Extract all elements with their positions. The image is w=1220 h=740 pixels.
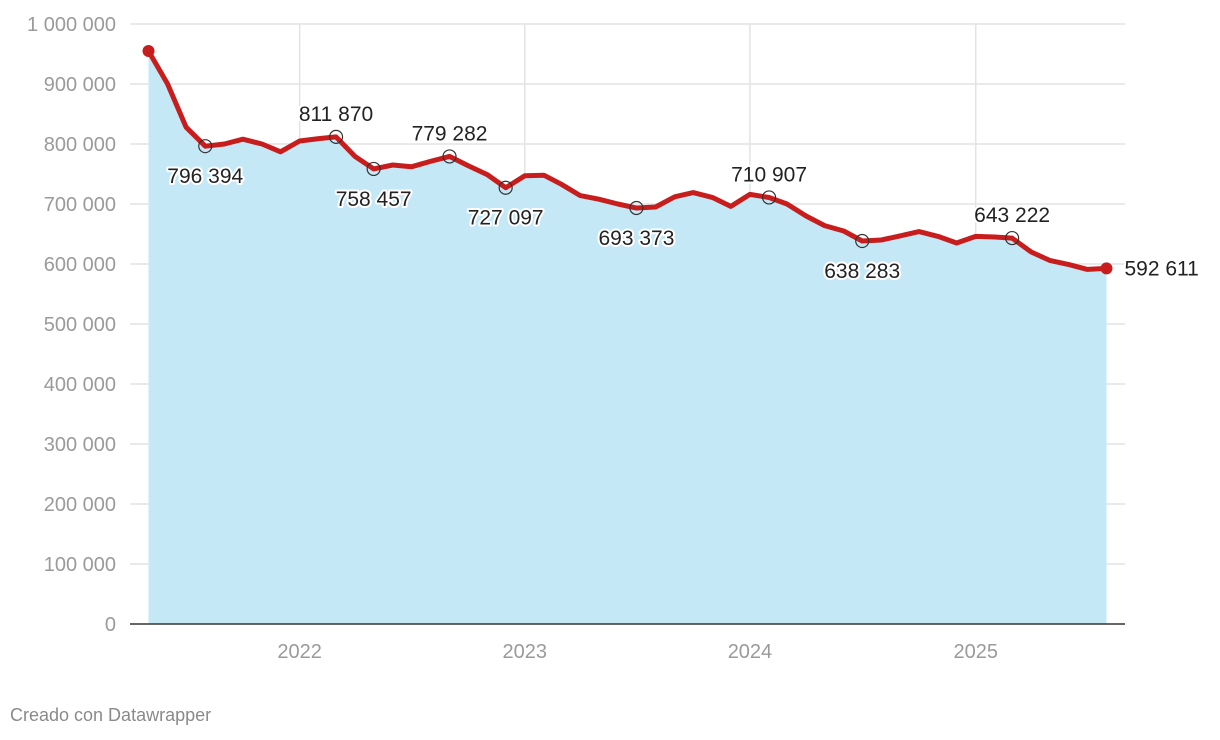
series-line: [146, 48, 1109, 272]
y-tick-label: 700 000: [44, 194, 116, 216]
y-tick-label: 900 000: [44, 74, 116, 96]
x-axis-tick-labels: 2022 2023 2024 2025: [277, 641, 998, 663]
annotation-marker: [1005, 230, 1020, 246]
area-fill: [148, 51, 1107, 624]
annotation-label: 638 283: [824, 260, 900, 283]
annotation-marker: [855, 233, 870, 249]
annotation-label: 592 611: [1124, 257, 1198, 280]
annotation-marker: [366, 161, 381, 177]
y-tick-label: 500 000: [44, 314, 116, 336]
annotation-labels: 796 394 811 870 758 457 779 282 727 097 693 3…: [165, 101, 1201, 285]
annotation-marker: [442, 149, 457, 164]
y-tick-label: 1 000 000: [27, 14, 116, 36]
annotation-marker: [498, 180, 513, 195]
annotation-marker: [328, 129, 344, 144]
annotation-markers: [142, 45, 1113, 275]
annotation-marker: [629, 200, 644, 216]
end-point-marker: [1100, 262, 1113, 275]
annotation-label: 693 373: [598, 227, 674, 250]
y-tick-label: 800 000: [44, 134, 116, 156]
annotation-marker: [198, 139, 213, 154]
annotation-label: 710 907: [731, 163, 807, 186]
start-point-marker: [142, 45, 155, 57]
y-tick-label: 0: [105, 614, 116, 636]
y-tick-label: 300 000: [44, 434, 116, 456]
annotation-marker: [761, 190, 777, 205]
x-tick-label: 2023: [503, 641, 548, 663]
x-tick-label: 2025: [953, 641, 998, 663]
annotation-label: 643 222: [974, 204, 1050, 227]
line-area-chart: 0 100 000 200 000 300 000 400 000 500 000 600 …: [27, 14, 1201, 663]
credit-text: Creado con Datawrapper: [10, 705, 212, 725]
y-axis-tick-labels: 0 100 000 200 000 300 000 400 000 500 000 600 …: [27, 14, 116, 636]
annotation-label: 727 097: [468, 207, 544, 230]
annotation-label: 796 394: [167, 165, 243, 188]
y-tick-label: 400 000: [44, 374, 116, 396]
annotation-label: 758 457: [336, 188, 412, 211]
y-tick-label: 600 000: [44, 254, 116, 276]
annotation-label: 811 870: [299, 103, 373, 126]
x-tick-label: 2024: [728, 641, 773, 663]
x-tick-label: 2022: [277, 641, 322, 663]
y-tick-label: 100 000: [44, 554, 116, 576]
y-tick-label: 200 000: [44, 494, 116, 516]
annotation-label: 779 282: [412, 122, 488, 145]
